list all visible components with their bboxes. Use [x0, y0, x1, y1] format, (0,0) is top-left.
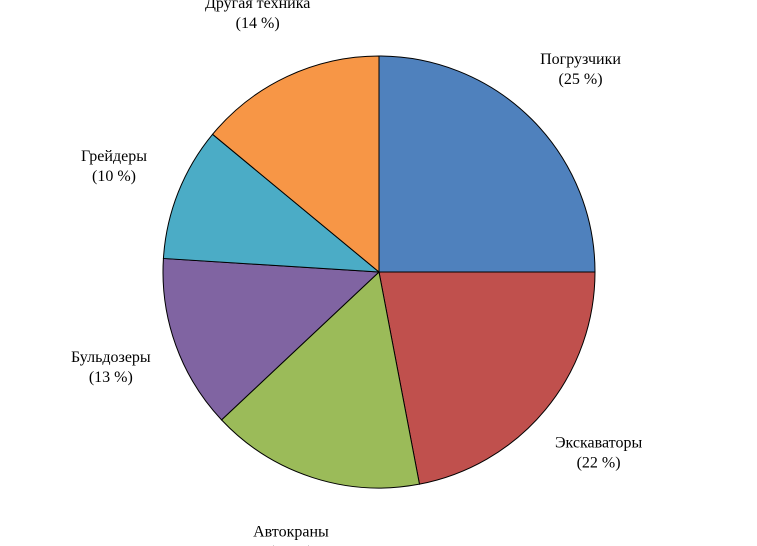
- slice-value-label: (10 %): [92, 168, 136, 185]
- slice-label: Погрузчики: [540, 51, 621, 68]
- slice-label: Экскаваторы: [555, 434, 642, 451]
- pie-slice: [162, 133, 381, 273]
- slice-label: Бульдозеры: [71, 349, 151, 366]
- slice-label: Другая техника: [205, 0, 310, 12]
- pie-slice: [378, 271, 596, 485]
- slice-value-label: (16 %): [269, 544, 313, 546]
- slice-value-label: (22 %): [577, 454, 621, 471]
- pie-slice: [378, 55, 596, 273]
- pie-slice: [162, 257, 381, 421]
- slice-value-label: (14 %): [236, 15, 280, 32]
- slice-label: Грейдеры: [81, 148, 147, 165]
- slice-value-label: (25 %): [559, 71, 603, 88]
- slice-value-label: (13 %): [89, 369, 133, 386]
- slice-label: Автокраны: [253, 524, 329, 541]
- pie-slice: [211, 55, 380, 274]
- pie-slice: [220, 271, 421, 489]
